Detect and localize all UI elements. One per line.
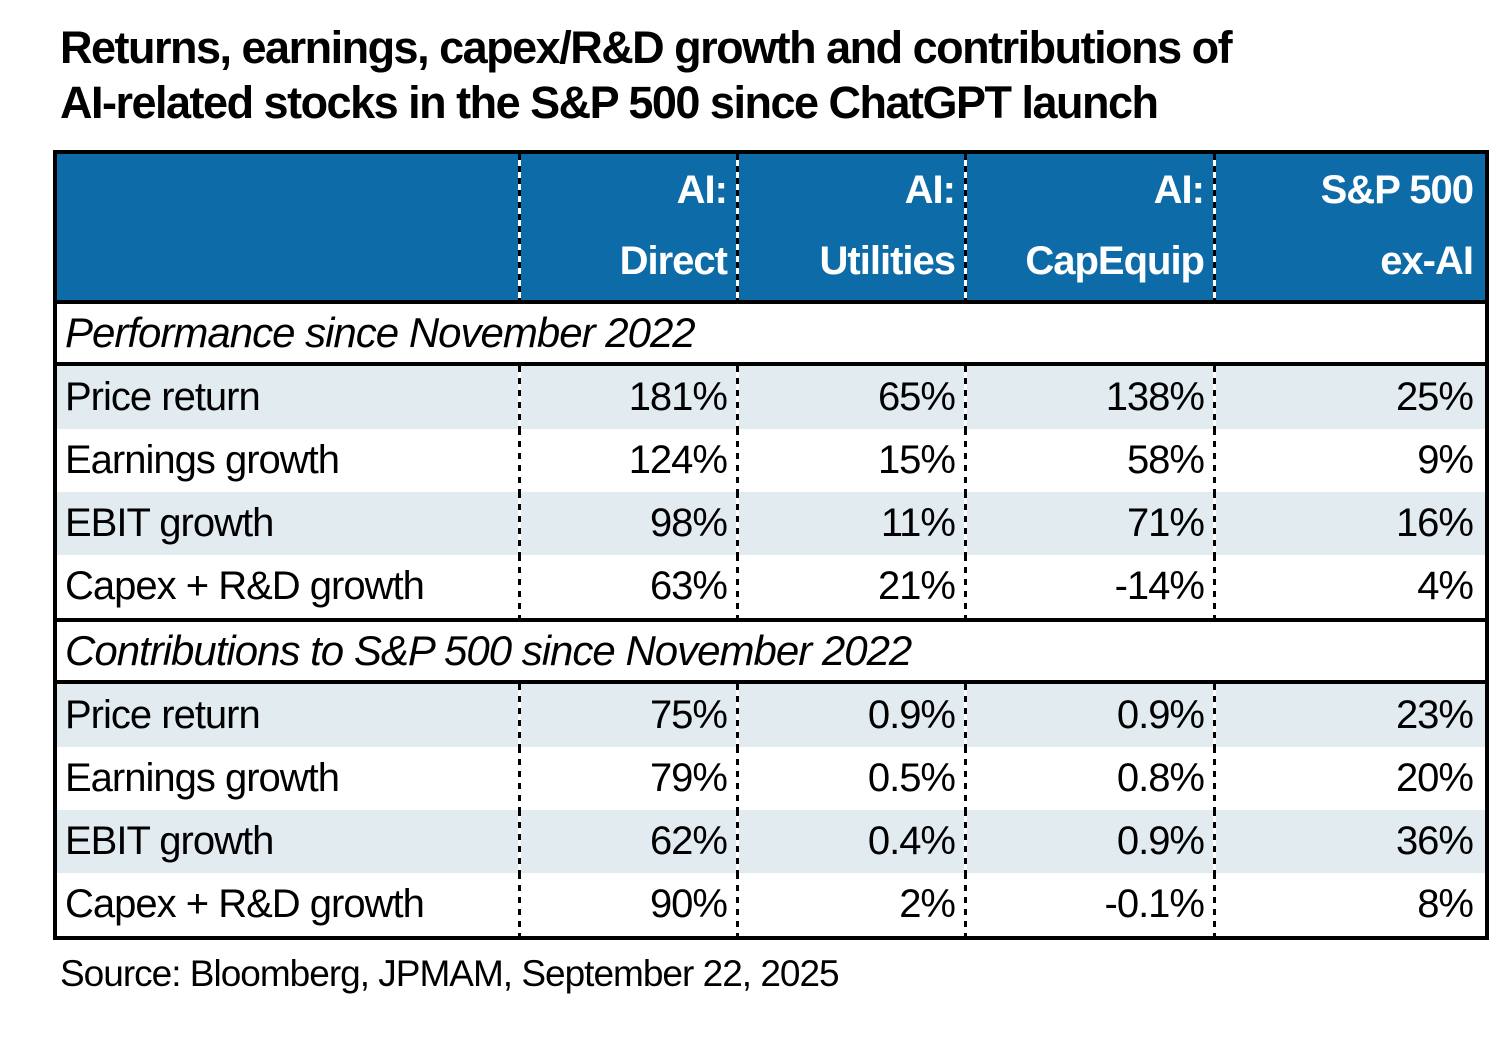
section-heading: Performance since November 2022 [65,309,696,356]
row-label: Price return [57,684,521,747]
table-row-ebit-growth-contrib: EBIT growth 62% 0.4% 0.9% 36% [57,810,1485,873]
page-title-line2: AI-related stocks in the S&P 500 since C… [60,77,1159,129]
page-title-line1: Returns, earnings, capex/R&D growth and … [60,22,1233,73]
cell-value: 181% [521,366,739,429]
cell-value: 0.9% [967,810,1216,873]
source-note: Source: Bloomberg, JPMAM, September 22, … [60,953,840,994]
column-header-line1: AI: [904,168,956,212]
column-header-blank [57,154,521,300]
cell-value: 25% [1216,366,1485,429]
column-header-ai-capequip: AI: CapEquip [967,154,1216,300]
cell-value: 0.9% [967,684,1216,747]
cell-value: 9% [1216,429,1485,492]
page-title: Returns, earnings, capex/R&D growth and … [60,20,1480,131]
cell-value: 98% [521,492,739,555]
cell-value: 63% [521,555,739,618]
column-header-line1: AI: [1153,168,1205,212]
column-header-line1: AI: [676,168,728,212]
cell-value: 4% [1216,555,1485,618]
cell-value: 11% [739,492,967,555]
row-label: Earnings growth [57,429,521,492]
cell-value: 0.4% [739,810,967,873]
cell-value: 90% [521,873,739,936]
cell-value: 58% [967,429,1216,492]
row-label: EBIT growth [57,492,521,555]
cell-value: -0.1% [967,873,1216,936]
row-label: Capex + R&D growth [57,873,521,936]
cell-value: 65% [739,366,967,429]
cell-value: 0.5% [739,747,967,810]
cell-value: 124% [521,429,739,492]
cell-value: 138% [967,366,1216,429]
cell-value: 20% [1216,747,1485,810]
section-heading: Contributions to S&P 500 since November … [65,627,912,674]
table-row-earnings-growth: Earnings growth 124% 15% 58% 9% [57,429,1485,492]
cell-value: 36% [1216,810,1485,873]
cell-value: 21% [739,555,967,618]
row-label: Earnings growth [57,747,521,810]
cell-value: 8% [1216,873,1485,936]
column-header-ai-utilities: AI: Utilities [739,154,967,300]
header-row: AI: Direct AI: Utilities AI: CapEquip S&… [57,154,1485,304]
section-heading-row-performance: Performance since November 2022 [57,304,1485,366]
cell-value: 79% [521,747,739,810]
column-header-line1: S&P 500 [1320,168,1474,212]
table-row-ebit-growth: EBIT growth 98% 11% 71% 16% [57,492,1485,555]
cell-value: 75% [521,684,739,747]
table-row-earnings-growth-contrib: Earnings growth 79% 0.5% 0.8% 20% [57,747,1485,810]
cell-value: 2% [739,873,967,936]
column-header-line2: Utilities [819,239,956,283]
cell-value: 15% [739,429,967,492]
table-row-price-return: Price return 181% 65% 138% 25% [57,366,1485,429]
cell-value: 71% [967,492,1216,555]
table-row-capex-rd-growth-contrib: Capex + R&D growth 90% 2% -0.1% 8% [57,873,1485,936]
cell-value: 16% [1216,492,1485,555]
column-header-line2: ex-AI [1380,239,1474,283]
row-label: Price return [57,366,521,429]
table-row-capex-rd-growth: Capex + R&D growth 63% 21% -14% 4% [57,555,1485,618]
section-heading-row-contributions: Contributions to S&P 500 since November … [57,618,1485,684]
cell-value: 23% [1216,684,1485,747]
cell-value: 0.8% [967,747,1216,810]
column-header-line2: Direct [619,239,728,283]
table-row-price-return-contrib: Price return 75% 0.9% 0.9% 23% [57,684,1485,747]
data-table: AI: Direct AI: Utilities AI: CapEquip S&… [53,150,1489,940]
column-header-line2: CapEquip [1025,239,1205,283]
cell-value: 62% [521,810,739,873]
column-header-ai-direct: AI: Direct [521,154,739,300]
row-label: Capex + R&D growth [57,555,521,618]
cell-value: 0.9% [739,684,967,747]
cell-value: -14% [967,555,1216,618]
column-header-sp500-ex-ai: S&P 500 ex-AI [1216,154,1485,300]
row-label: EBIT growth [57,810,521,873]
